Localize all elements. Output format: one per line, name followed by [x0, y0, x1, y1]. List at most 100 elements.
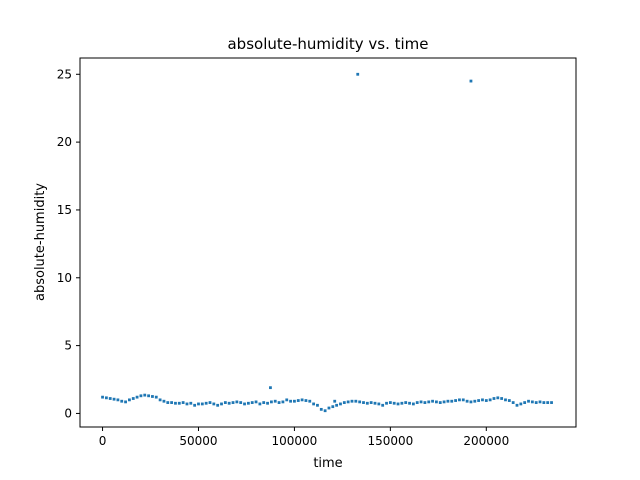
data-point — [435, 400, 438, 404]
data-point — [477, 399, 481, 402]
data-point — [507, 399, 511, 402]
data-point — [431, 399, 434, 403]
data-point — [442, 400, 446, 404]
data-point — [519, 402, 523, 406]
data-point — [342, 401, 346, 404]
data-point — [308, 399, 312, 403]
data-point — [527, 399, 530, 403]
data-point — [166, 401, 170, 404]
data-point — [254, 400, 258, 404]
data-point — [116, 398, 120, 402]
y-tick-label: 10 — [57, 271, 72, 285]
x-tick-label: 0 — [99, 434, 107, 448]
data-point — [530, 400, 534, 404]
data-point — [358, 400, 362, 404]
data-point — [473, 399, 477, 403]
data-point — [243, 402, 246, 406]
x-axis-label: time — [313, 456, 342, 471]
data-point — [365, 401, 369, 405]
data-point — [235, 400, 239, 404]
data-point — [151, 395, 154, 398]
data-point — [550, 401, 553, 404]
data-point — [185, 402, 189, 406]
data-point — [373, 401, 377, 405]
data-point — [511, 401, 515, 404]
chart-title: absolute-humidity vs. time — [227, 35, 428, 53]
data-point — [504, 398, 507, 402]
data-point — [128, 398, 131, 402]
x-tick-label: 50000 — [179, 434, 217, 448]
data-point — [377, 402, 381, 406]
data-point — [469, 400, 473, 404]
y-tick-label: 25 — [57, 67, 72, 81]
data-point — [227, 401, 231, 405]
data-point — [285, 398, 289, 402]
y-tick-label: 0 — [64, 406, 72, 420]
data-point — [465, 399, 469, 403]
data-point — [147, 394, 150, 398]
data-point — [333, 399, 337, 403]
data-point — [381, 403, 385, 407]
data-point — [523, 401, 527, 404]
data-point — [135, 395, 139, 399]
data-point — [438, 401, 442, 404]
data-point — [258, 402, 262, 406]
data-point — [356, 72, 360, 76]
x-tick-label: 200000 — [463, 434, 509, 448]
data-point — [411, 402, 415, 406]
y-axis-label: absolute-humidity — [33, 183, 48, 301]
y-tick-label: 5 — [64, 339, 72, 353]
data-point — [262, 401, 266, 404]
data-point — [139, 394, 143, 398]
data-point — [266, 401, 269, 405]
data-point — [193, 403, 197, 407]
data-point — [481, 398, 484, 402]
data-point — [231, 401, 235, 404]
data-point — [427, 400, 431, 404]
data-point — [500, 397, 504, 400]
data-point — [446, 399, 450, 403]
data-point — [273, 399, 277, 403]
data-point — [124, 400, 127, 404]
data-point — [239, 401, 243, 404]
y-axis-ticks: 0 5 10 15 20 25 — [57, 67, 80, 420]
data-point — [484, 399, 488, 402]
data-point — [385, 401, 388, 405]
data-point — [250, 401, 254, 404]
data-point — [120, 399, 124, 403]
data-point — [362, 401, 365, 404]
data-point — [488, 398, 492, 402]
data-point — [538, 400, 542, 404]
data-point — [534, 401, 538, 404]
y-tick-label: 20 — [57, 135, 72, 149]
plot-frame — [79, 57, 577, 428]
data-point — [197, 402, 200, 406]
data-point — [392, 401, 396, 405]
data-point — [131, 397, 135, 400]
x-axis-ticks: 0 50000 100000 150000 200000 — [99, 427, 509, 448]
data-point — [492, 397, 496, 400]
data-point — [104, 396, 108, 400]
data-point — [323, 409, 327, 413]
data-point — [419, 400, 423, 404]
data-point — [289, 399, 292, 403]
data-point — [281, 400, 285, 404]
data-point — [174, 401, 177, 405]
data-point — [177, 401, 181, 405]
data-point — [400, 401, 404, 405]
data-points — [101, 72, 553, 413]
data-point — [158, 398, 162, 402]
data-point — [469, 79, 473, 83]
data-point — [170, 401, 174, 404]
data-point — [277, 401, 281, 404]
data-point — [458, 398, 461, 402]
data-point — [189, 401, 193, 405]
data-point — [423, 401, 427, 404]
data-point — [350, 399, 354, 403]
x-tick-label: 100000 — [272, 434, 318, 448]
data-point — [220, 402, 223, 406]
data-point — [404, 401, 408, 404]
